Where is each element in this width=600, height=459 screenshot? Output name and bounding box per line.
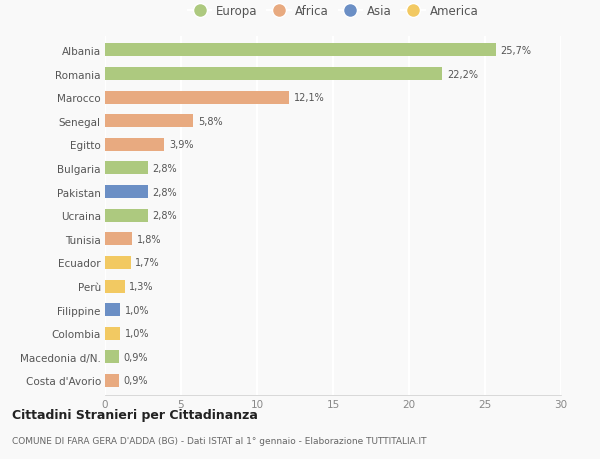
Text: 25,7%: 25,7% — [500, 46, 531, 56]
Text: 2,8%: 2,8% — [152, 187, 177, 197]
Bar — [105, 162, 148, 175]
Text: 1,8%: 1,8% — [137, 234, 161, 244]
Bar — [105, 68, 442, 81]
Bar — [105, 115, 193, 128]
Text: 0,9%: 0,9% — [123, 375, 148, 386]
Bar — [105, 351, 119, 364]
Bar — [105, 91, 289, 105]
Bar — [105, 186, 148, 199]
Text: 1,0%: 1,0% — [125, 329, 149, 338]
Bar — [105, 303, 120, 316]
Text: 2,8%: 2,8% — [152, 163, 177, 174]
Text: COMUNE DI FARA GERA D'ADDA (BG) - Dati ISTAT al 1° gennaio - Elaborazione TUTTIT: COMUNE DI FARA GERA D'ADDA (BG) - Dati I… — [12, 436, 427, 445]
Bar — [105, 233, 133, 246]
Text: 1,7%: 1,7% — [136, 258, 160, 268]
Text: 12,1%: 12,1% — [293, 93, 324, 103]
Text: 1,0%: 1,0% — [125, 305, 149, 315]
Text: 1,3%: 1,3% — [130, 281, 154, 291]
Text: 22,2%: 22,2% — [447, 69, 478, 79]
Text: 5,8%: 5,8% — [198, 117, 223, 127]
Bar — [105, 257, 131, 269]
Bar — [105, 139, 164, 151]
Bar — [105, 374, 119, 387]
Bar — [105, 209, 148, 222]
Text: Cittadini Stranieri per Cittadinanza: Cittadini Stranieri per Cittadinanza — [12, 409, 258, 421]
Text: 3,9%: 3,9% — [169, 140, 193, 150]
Bar — [105, 280, 125, 293]
Bar — [105, 327, 120, 340]
Text: 2,8%: 2,8% — [152, 211, 177, 221]
Text: 0,9%: 0,9% — [123, 352, 148, 362]
Legend: Europa, Africa, Asia, America: Europa, Africa, Asia, America — [184, 1, 482, 22]
Bar — [105, 45, 496, 57]
